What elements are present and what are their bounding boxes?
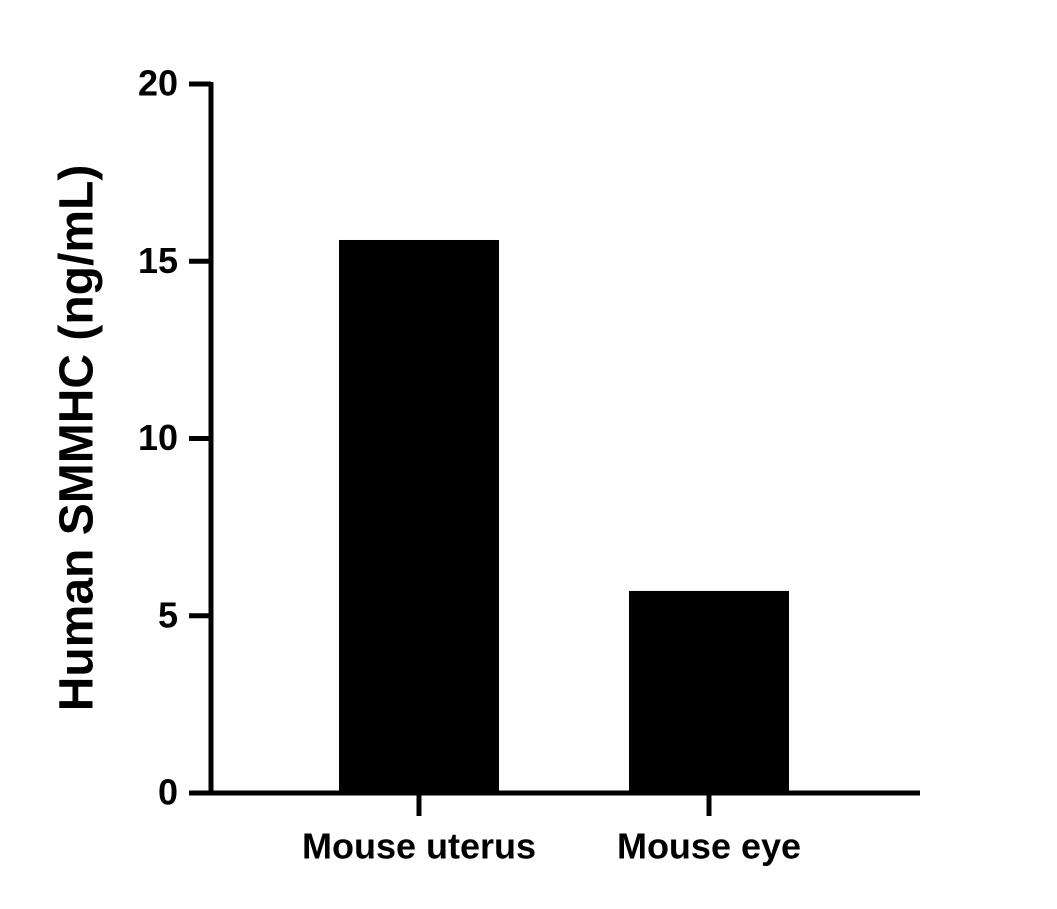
y-tick-label: 20 bbox=[138, 63, 178, 104]
y-tick-label: 5 bbox=[158, 594, 178, 635]
x-tick-label: Mouse uterus bbox=[302, 826, 536, 867]
bar bbox=[629, 590, 789, 793]
y-tick-label: 10 bbox=[138, 417, 178, 458]
bar bbox=[339, 239, 499, 794]
y-axis-title: Human SMMHC (ng/mL) bbox=[51, 165, 104, 712]
y-tick-label: 15 bbox=[138, 240, 178, 281]
x-tick-label: Mouse eye bbox=[617, 826, 801, 867]
y-tick-label: 0 bbox=[158, 772, 178, 813]
